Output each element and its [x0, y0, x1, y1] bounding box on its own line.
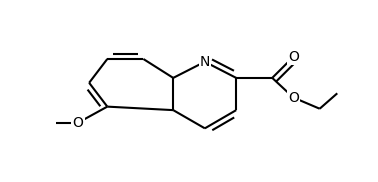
- Text: N: N: [200, 55, 210, 69]
- Text: O: O: [288, 90, 299, 104]
- Text: O: O: [73, 116, 84, 130]
- Text: O: O: [288, 50, 299, 64]
